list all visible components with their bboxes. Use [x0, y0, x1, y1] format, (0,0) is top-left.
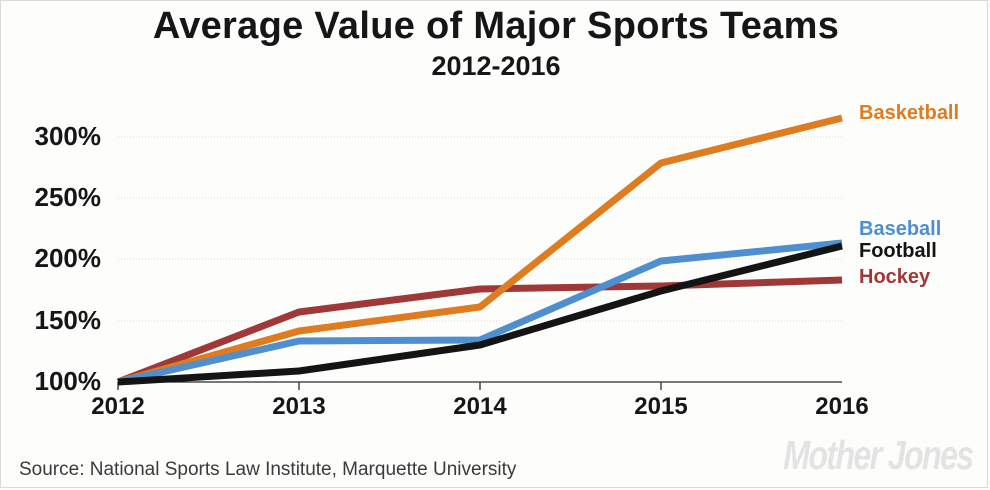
svg-text:100%: 100% [35, 366, 102, 396]
svg-text:300%: 300% [35, 121, 102, 151]
svg-text:150%: 150% [35, 305, 102, 335]
svg-text:Football: Football [859, 240, 937, 262]
svg-text:Basketball: Basketball [859, 102, 959, 124]
svg-text:2012: 2012 [91, 393, 144, 420]
svg-text:Baseball: Baseball [859, 218, 941, 240]
svg-text:200%: 200% [35, 243, 102, 273]
svg-text:2013: 2013 [272, 393, 325, 420]
svg-text:Hockey: Hockey [859, 266, 931, 288]
svg-text:2014: 2014 [453, 393, 507, 420]
svg-text:250%: 250% [35, 182, 102, 212]
svg-text:2015: 2015 [634, 393, 687, 420]
svg-text:2016: 2016 [815, 393, 868, 420]
